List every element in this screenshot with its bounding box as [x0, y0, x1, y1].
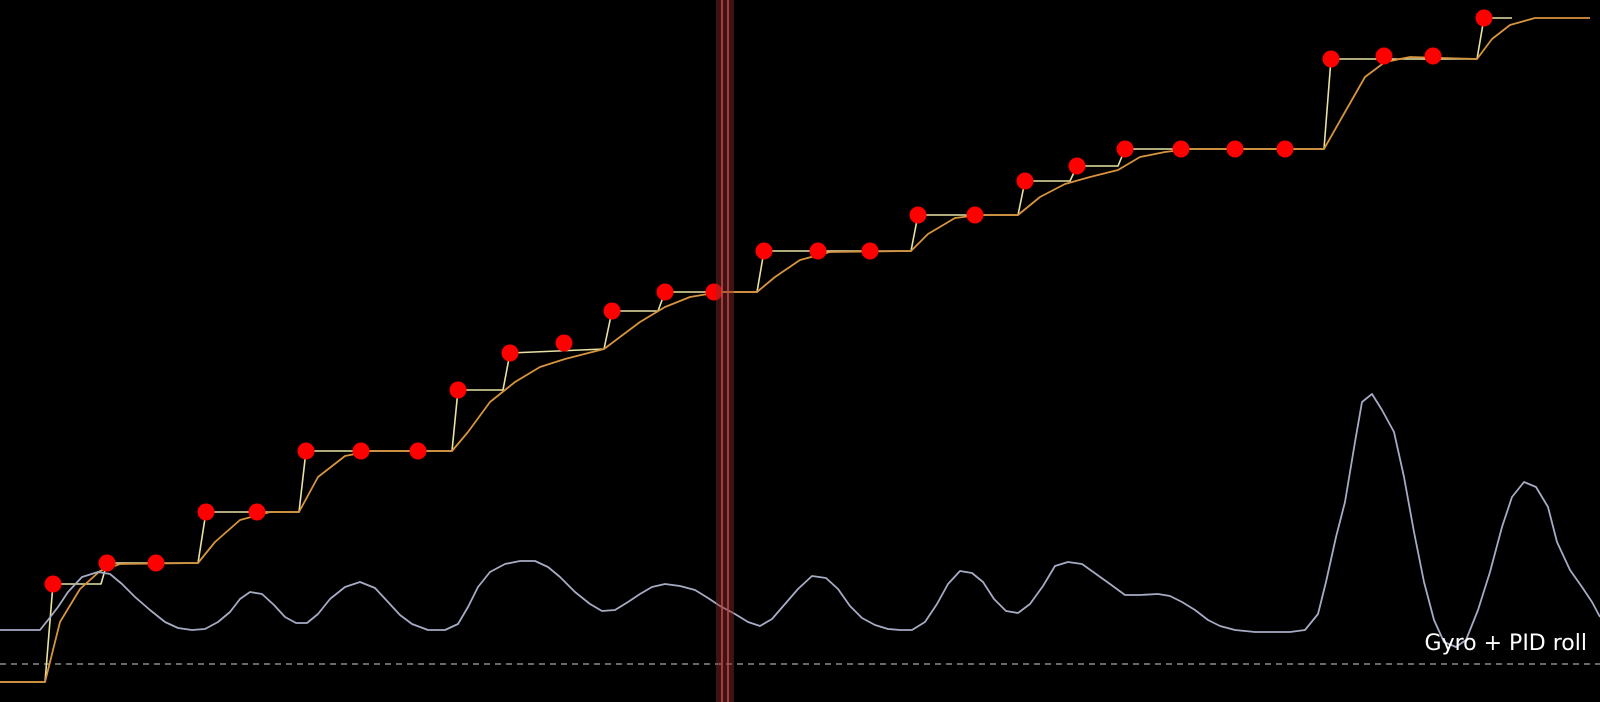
sample-point [352, 442, 370, 460]
sample-point [1475, 9, 1493, 27]
gyro-series [0, 393, 1600, 648]
sample-point [1172, 140, 1190, 158]
sample-markers [44, 9, 1493, 593]
sample-point [656, 283, 674, 301]
cursor-band [716, 0, 734, 702]
time-cursor[interactable] [716, 0, 734, 702]
sample-point [603, 302, 621, 320]
sample-point [705, 283, 723, 301]
sample-point [861, 242, 879, 260]
sample-point [409, 442, 427, 460]
sample-point [197, 503, 215, 521]
sample-point [1276, 140, 1294, 158]
sample-point [147, 554, 165, 572]
sample-point [297, 442, 315, 460]
sample-point [966, 206, 984, 224]
sample-point [501, 344, 519, 362]
sample-point [1116, 140, 1134, 158]
sample-point [1375, 47, 1393, 65]
series-label: Gyro + PID roll [1425, 631, 1587, 656]
sample-point [1226, 140, 1244, 158]
sample-point [98, 554, 116, 572]
sample-point [449, 381, 467, 399]
sample-point [1016, 172, 1034, 190]
sample-point [1424, 47, 1442, 65]
sample-point [1322, 50, 1340, 68]
sample-point [44, 575, 62, 593]
sample-point [1068, 157, 1086, 175]
sample-point [755, 242, 773, 260]
sample-point [555, 334, 573, 352]
sample-point [809, 242, 827, 260]
gyro-line [0, 393, 1600, 648]
sample-point [909, 206, 927, 224]
sample-point [248, 503, 266, 521]
